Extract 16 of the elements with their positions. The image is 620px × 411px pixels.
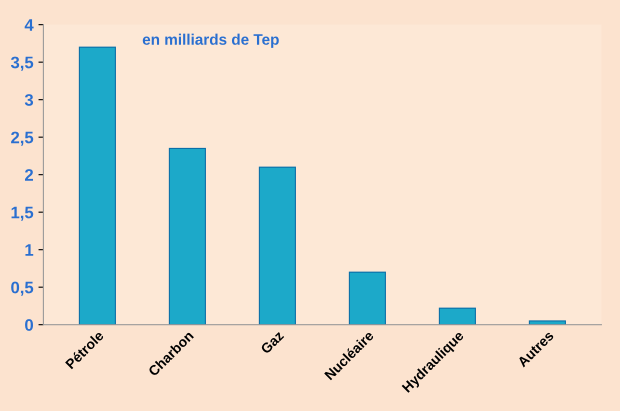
y-tick-label: 1,5 (12, 206, 34, 221)
bar (168, 148, 206, 325)
y-tick-label: 4 (24, 19, 34, 31)
y-tick-label: 0,5 (11, 282, 34, 296)
y-tick-label: 1 (25, 244, 34, 256)
bar (348, 272, 386, 325)
y-tick-label: 2 (24, 169, 34, 181)
x-tick-label: Gaz (260, 330, 284, 354)
text: en milliards de Tep (142, 34, 279, 48)
y-tick-label: 3,5 (10, 56, 34, 71)
y-tick-label: 3 (24, 94, 34, 106)
bar (438, 308, 476, 325)
y-tick-label: 0 (25, 319, 33, 331)
bar (258, 166, 296, 325)
bar (78, 46, 116, 325)
y-tick-label: 2,5 (11, 132, 34, 146)
